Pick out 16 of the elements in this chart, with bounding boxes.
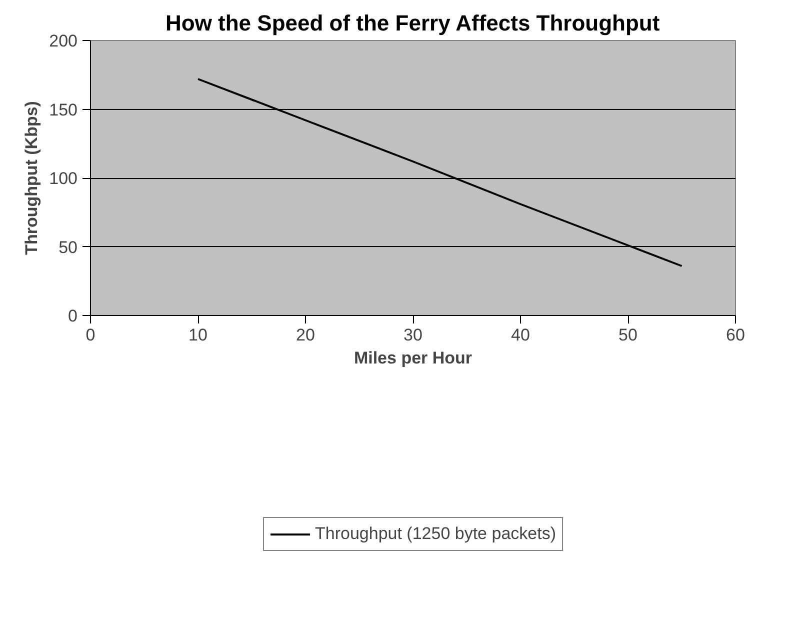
x-tick-label: 10 [188, 326, 208, 344]
y-tick-label: 50 [58, 238, 78, 257]
y-tick-label: 200 [49, 32, 78, 50]
legend-label: Throughput (1250 byte packets) [315, 524, 556, 544]
x-tick-label: 60 [726, 326, 745, 344]
y-tick-label: 150 [49, 100, 78, 120]
y-axis-title: Throughput (Kbps) [22, 101, 42, 255]
x-tick-label: 30 [404, 326, 422, 344]
x-tick-label: 40 [511, 326, 530, 344]
x-tick-label: 0 [86, 326, 96, 344]
x-axis-title: Miles per Hour [354, 348, 472, 368]
x-tick-label: 20 [296, 326, 315, 344]
x-tick-label: 50 [618, 326, 638, 344]
chart-title: How the Speed of the Ferry Affects Throughput [165, 10, 660, 36]
y-tick-label: 0 [68, 306, 78, 326]
y-tick-label: 100 [49, 169, 78, 188]
